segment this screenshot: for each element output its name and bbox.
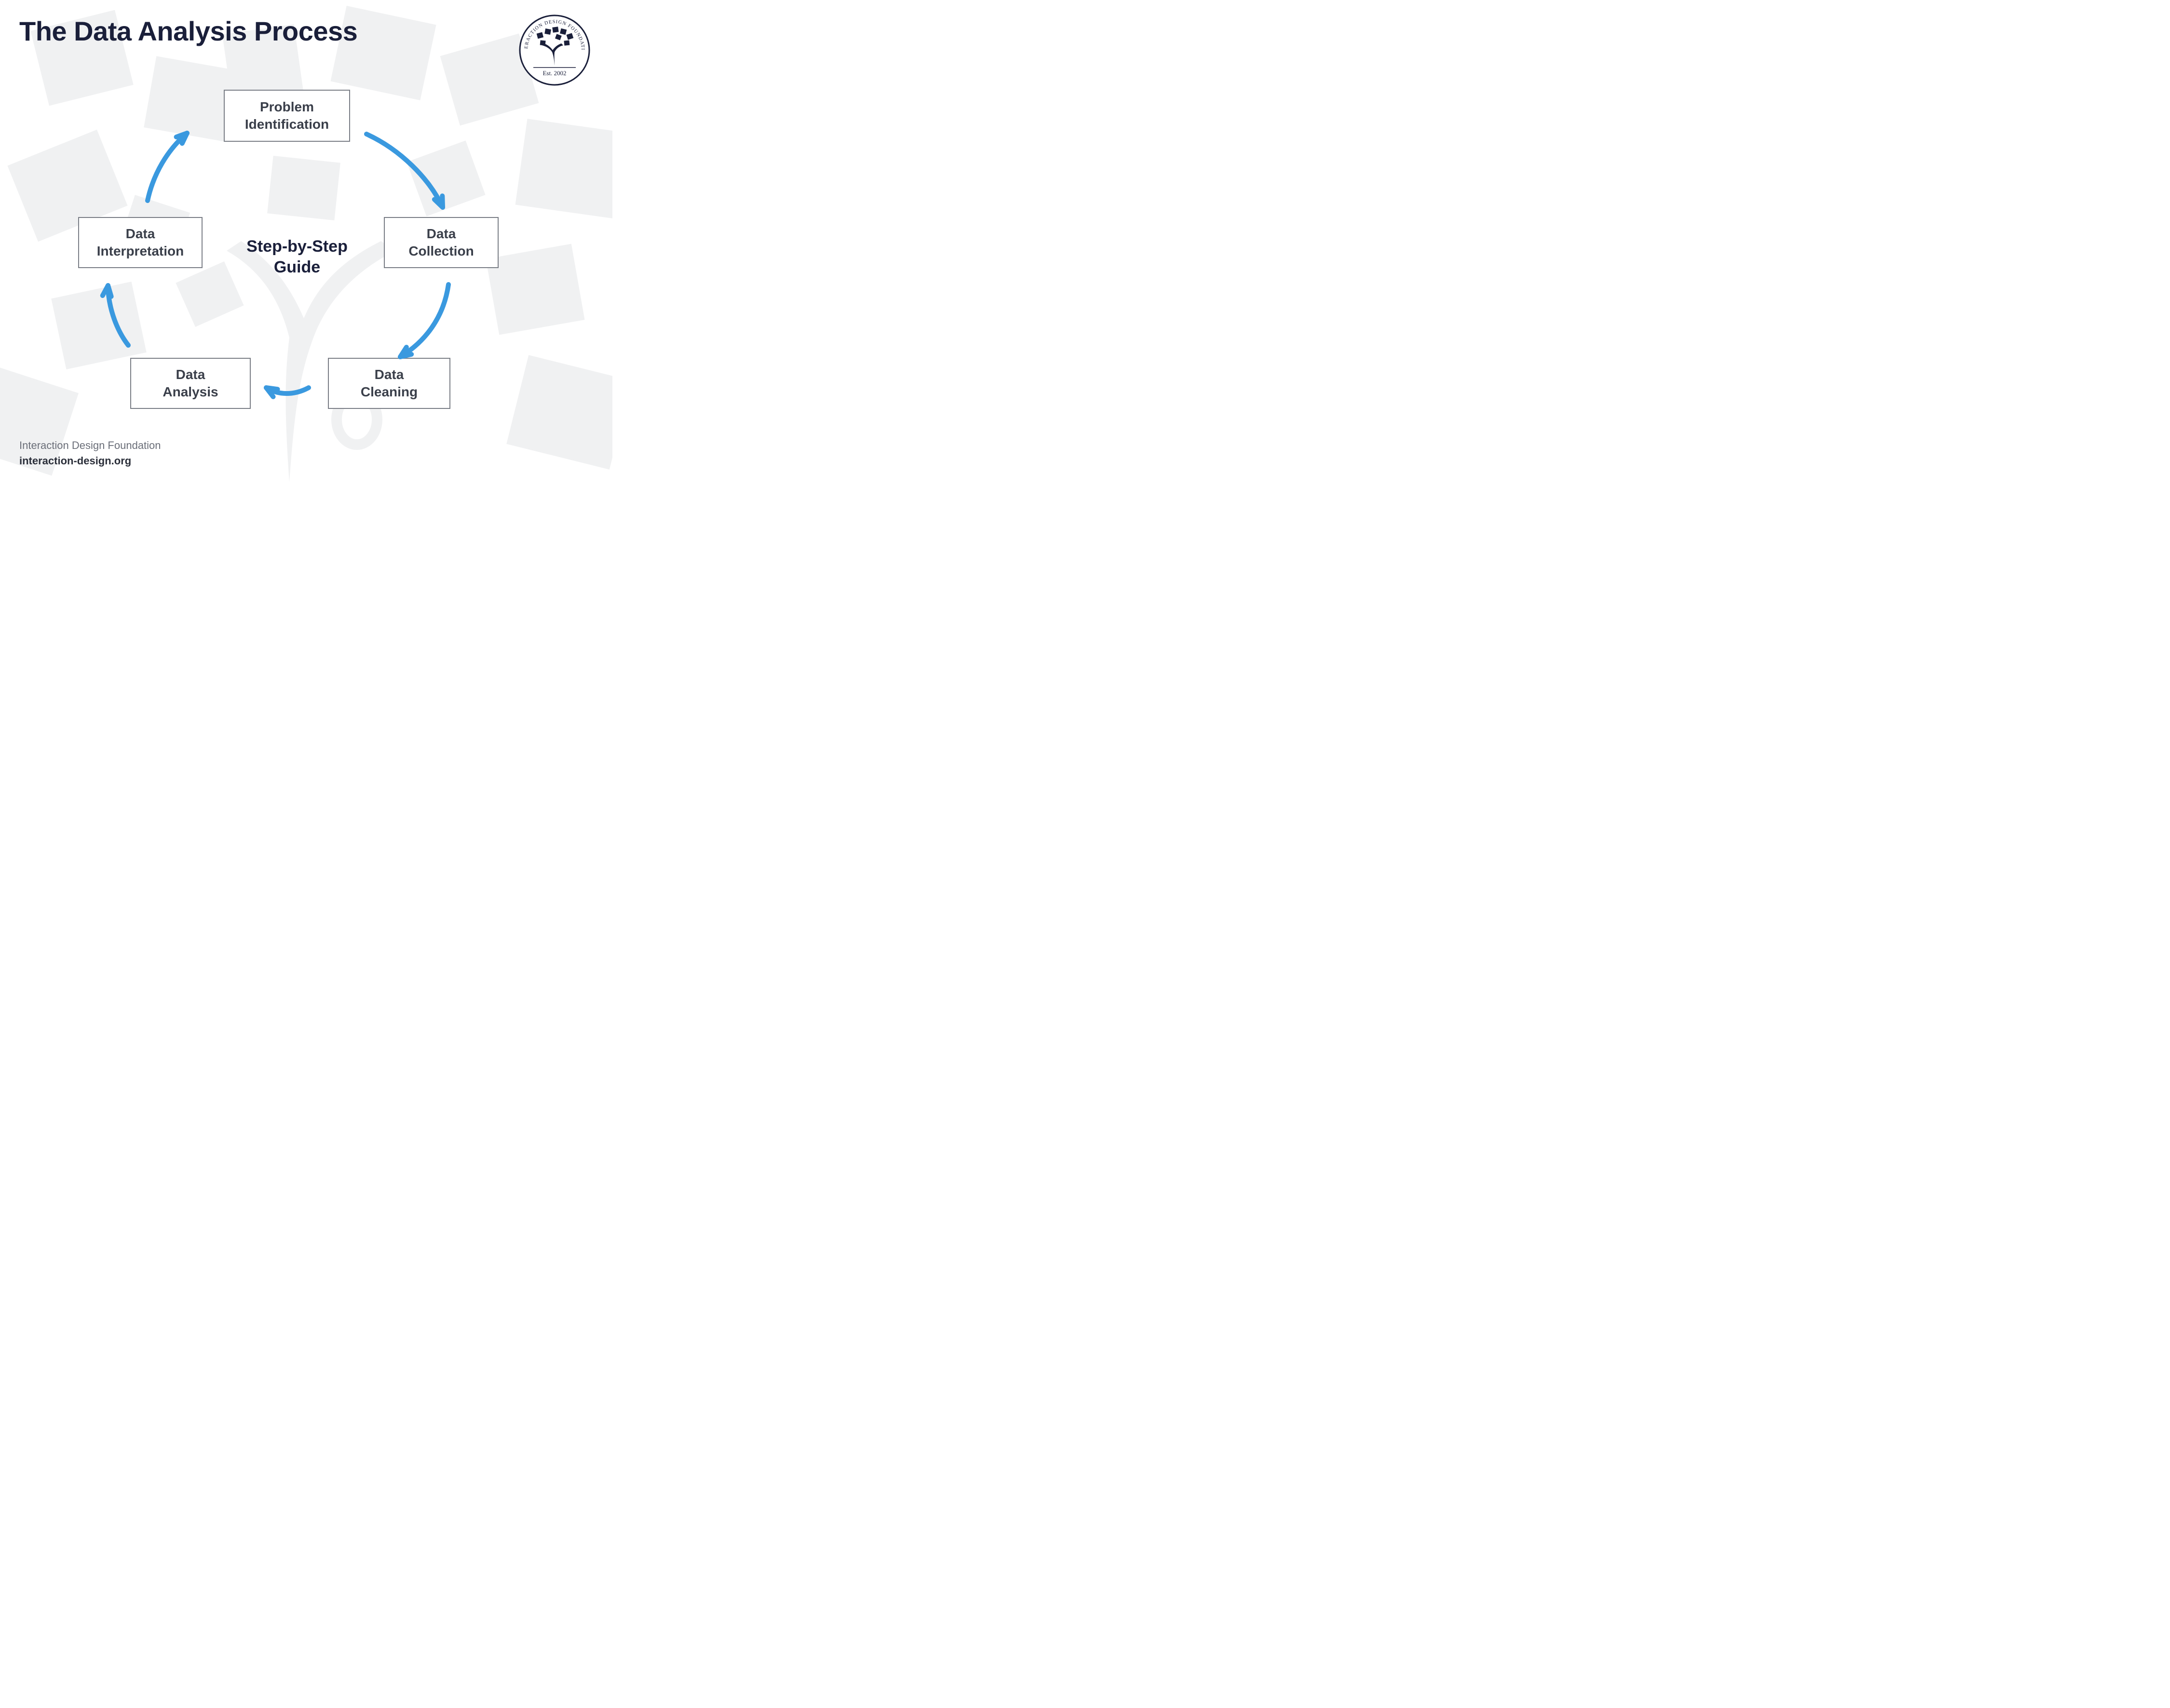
node-label-line2: Cleaning — [361, 383, 418, 401]
node-interpretation: DataInterpretation — [78, 217, 203, 268]
logo-est-text: Est. 2002 — [542, 69, 566, 77]
diagram-canvas: The Data Analysis Process INTERACTION DE… — [0, 0, 612, 482]
node-problem: ProblemIdentification — [224, 90, 350, 142]
arrow-cleaning-to-analysis — [266, 388, 309, 393]
footer-org: Interaction Design Foundation — [19, 438, 161, 453]
node-collection: DataCollection — [384, 217, 499, 268]
footer-url: interaction-design.org — [19, 453, 161, 469]
node-label-line2: Interpretation — [97, 243, 184, 260]
arrowhead-icon — [176, 133, 187, 143]
arrow-problem-to-collection — [366, 134, 443, 207]
arrowhead-icon — [400, 347, 411, 357]
center-label: Step-by-Step Guide — [230, 236, 365, 277]
node-label-line1: Data — [97, 225, 184, 243]
node-label-line2: Analysis — [163, 383, 218, 401]
node-label-line1: Problem — [245, 98, 329, 116]
center-label-line2: Guide — [230, 257, 365, 278]
arrowhead-icon — [103, 285, 111, 297]
arrowhead-icon — [434, 196, 443, 207]
footer: Interaction Design Foundation interactio… — [19, 438, 161, 469]
arrow-collection-to-cleaning — [400, 285, 448, 357]
node-label-line2: Identification — [245, 116, 329, 133]
page-title: The Data Analysis Process — [19, 17, 357, 46]
node-label-line2: Collection — [408, 243, 474, 260]
center-label-line1: Step-by-Step — [230, 236, 365, 257]
idf-logo-icon: INTERACTION DESIGN FOUNDATION Est. 2002 — [516, 12, 593, 89]
arrowhead-icon — [266, 388, 278, 397]
node-label-line1: Data — [361, 366, 418, 383]
node-label-line1: Data — [163, 366, 218, 383]
node-cleaning: DataCleaning — [328, 358, 450, 409]
node-analysis: DataAnalysis — [130, 358, 251, 409]
arrow-analysis-to-interpretation — [108, 285, 128, 345]
arrow-interpretation-to-problem — [148, 133, 187, 201]
node-label-line1: Data — [408, 225, 474, 243]
